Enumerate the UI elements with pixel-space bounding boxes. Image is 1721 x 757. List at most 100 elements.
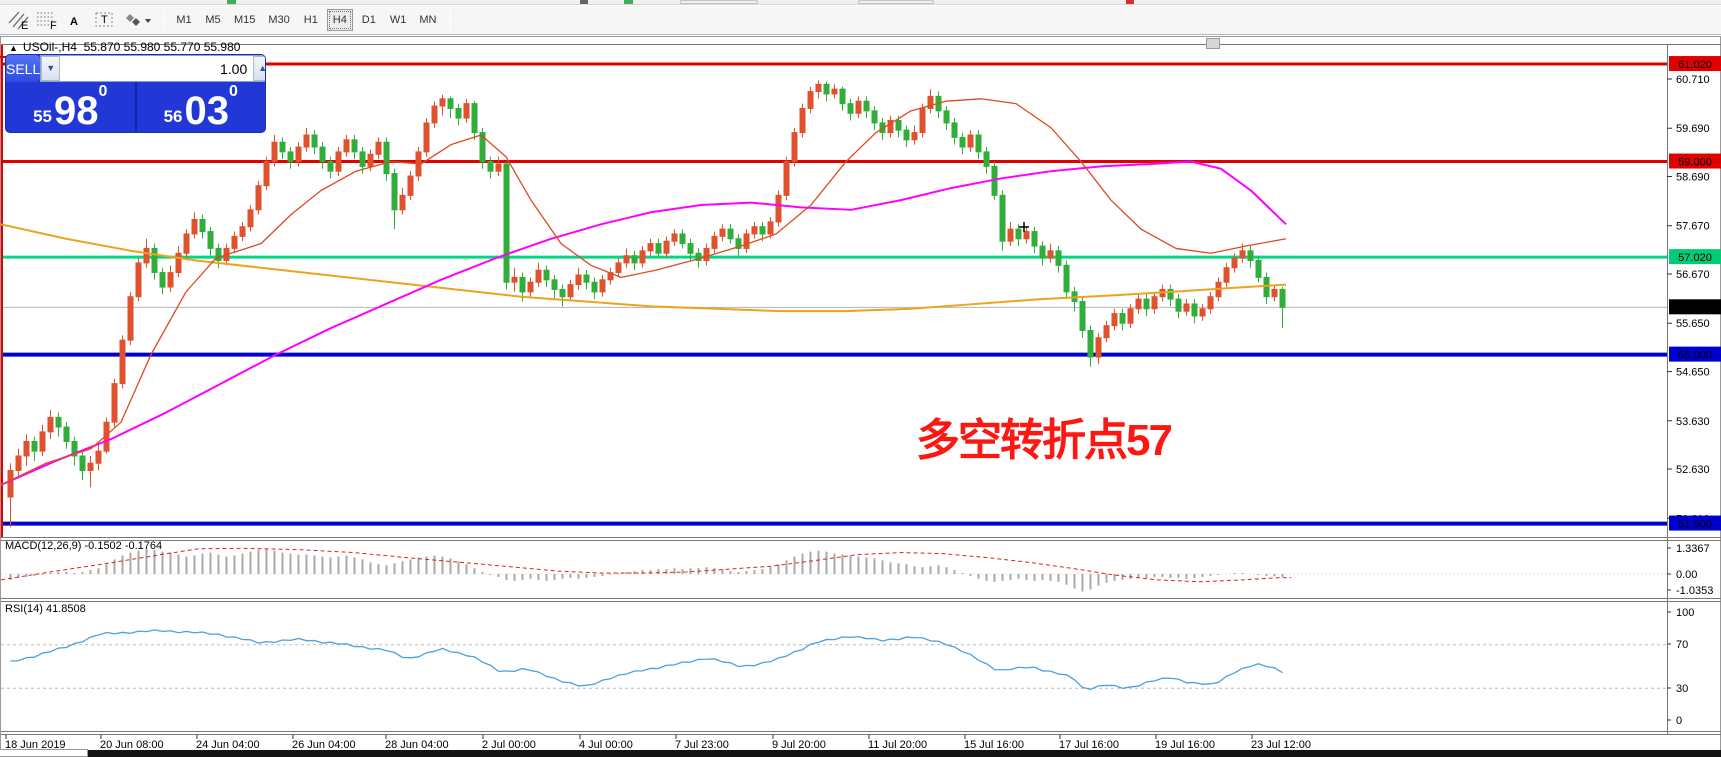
fibonacci-retracement-tool-button[interactable]: F xyxy=(33,8,60,32)
chart-symbol-ohlc-label: ▲ USOil-,H4 55.870 55.980 55.770 55.980 xyxy=(9,40,240,54)
symbol-period-label: USOil-,H4 xyxy=(22,40,77,54)
one-click-trading-panel: SELL ▼ ▲ BUY 55 98 0 56 03 0 xyxy=(6,55,265,132)
sell-price-pips: 98 xyxy=(54,89,99,132)
svg-text:57.020: 57.020 xyxy=(1678,252,1712,264)
rsi-pane[interactable] xyxy=(1,602,1667,732)
svg-text:T: T xyxy=(101,14,108,26)
svg-text:52.630: 52.630 xyxy=(1676,464,1710,476)
sell-price-display[interactable]: 55 98 0 xyxy=(6,82,137,132)
toolbar-remnant-box xyxy=(858,0,934,4)
toolbar-remnant-box xyxy=(680,0,758,4)
timeframe-d1-button[interactable]: D1 xyxy=(356,9,382,31)
taskbar-strip xyxy=(88,750,1721,757)
chart-annotation-text: 多空转折点57 xyxy=(916,416,1173,465)
svg-text:57.670: 57.670 xyxy=(1676,221,1710,233)
sell-price-point: 0 xyxy=(98,83,108,100)
volume-decrease-button[interactable]: ▼ xyxy=(41,56,61,81)
timeframe-h4-button[interactable]: H4 xyxy=(326,9,353,31)
svg-text:F: F xyxy=(50,20,57,30)
ohlc-values: 55.870 55.980 55.770 55.980 xyxy=(83,40,241,54)
pane-borders xyxy=(1,44,1721,735)
svg-text:60.710: 60.710 xyxy=(1676,74,1710,86)
buy-price-point: 0 xyxy=(229,83,238,100)
object-marker-icon: ▲ xyxy=(9,43,18,53)
svg-text:58.690: 58.690 xyxy=(1676,172,1710,184)
svg-text:17 Jul 16:00: 17 Jul 16:00 xyxy=(1059,739,1119,751)
svg-text:26 Jun 04:00: 26 Jun 04:00 xyxy=(292,739,356,751)
arrow-symbols-icon xyxy=(126,14,151,26)
svg-text:15 Jul 16:00: 15 Jul 16:00 xyxy=(964,739,1024,751)
ma-fast-line xyxy=(1,98,1287,486)
ma-magenta-line xyxy=(1,160,1287,486)
macd-signal-line xyxy=(1,547,1292,583)
svg-text:55.650: 55.650 xyxy=(1676,318,1710,330)
svg-text:24 Jun 04:00: 24 Jun 04:00 xyxy=(196,739,260,751)
timeframe-m30-button[interactable]: M30 xyxy=(263,9,294,31)
svg-text:51.500: 51.500 xyxy=(1678,519,1712,531)
svg-text:18 Jun 2019: 18 Jun 2019 xyxy=(5,739,66,751)
macd-pane[interactable] xyxy=(1,541,1667,598)
timeframe-mn-button[interactable]: MN xyxy=(414,9,441,31)
macd-histogram xyxy=(1,548,1667,592)
svg-text:9 Jul 20:00: 9 Jul 20:00 xyxy=(772,739,826,751)
timeframe-m15-button[interactable]: M15 xyxy=(229,9,260,31)
svg-text:1.3367: 1.3367 xyxy=(1676,543,1710,555)
svg-text:54.650: 54.650 xyxy=(1676,367,1710,379)
svg-text:19 Jul 16:00: 19 Jul 16:00 xyxy=(1155,739,1215,751)
svg-text:55.980: 55.980 xyxy=(1678,302,1712,314)
svg-text:28 Jun 04:00: 28 Jun 04:00 xyxy=(385,739,449,751)
text-box-tool-button[interactable]: T xyxy=(91,8,118,32)
cross-marker-object[interactable] xyxy=(1019,222,1029,232)
svg-text:A: A xyxy=(70,16,78,28)
svg-text:59.000: 59.000 xyxy=(1678,157,1712,169)
rsi-line xyxy=(10,629,1283,690)
svg-text:30: 30 xyxy=(1676,683,1688,695)
toolbar-remnant-icon xyxy=(227,0,236,4)
svg-text:70: 70 xyxy=(1676,639,1688,651)
indicator-axis-labels: 1.3367 0.00 -1.0353 100 70 30 0 xyxy=(1667,543,1713,727)
text-label-tool-button[interactable]: A xyxy=(62,8,89,32)
price-axis-badges: 61.020 59.000 57.020 55.980 55.000 51.500 xyxy=(1669,56,1721,531)
equidistant-channel-tool-button[interactable]: E xyxy=(4,8,31,32)
arrow-symbols-dropdown-button[interactable] xyxy=(120,8,156,32)
candlestick-series xyxy=(7,80,1286,528)
sell-button[interactable]: SELL xyxy=(6,55,41,82)
timeframe-m1-button[interactable]: M1 xyxy=(171,9,197,31)
volume-input[interactable] xyxy=(60,56,254,81)
svg-text:2 Jul 00:00: 2 Jul 00:00 xyxy=(482,739,536,751)
chart-window: 60.710 59.690 58.690 57.670 56.670 55.650 54.6… xyxy=(0,36,1721,751)
rsi-levels xyxy=(1,644,1667,689)
svg-text:56.670: 56.670 xyxy=(1676,269,1710,281)
svg-text:53.630: 53.630 xyxy=(1676,416,1710,428)
svg-text:0: 0 xyxy=(1676,715,1682,727)
timeframe-m5-button[interactable]: M5 xyxy=(200,9,226,31)
rsi-indicator-label: RSI(14) 41.8508 xyxy=(5,603,86,615)
equidistant-channel-icon: E xyxy=(8,11,28,30)
chart-toolbar: E F A T xyxy=(0,6,1721,35)
toolbar-remnant-icon xyxy=(580,0,588,4)
svg-text:E: E xyxy=(21,20,28,30)
volume-spinner: ▼ ▲ xyxy=(40,55,265,82)
svg-text:100: 100 xyxy=(1676,607,1694,619)
buy-price-integer: 56 xyxy=(163,107,183,126)
timeframe-h1-button[interactable]: H1 xyxy=(298,9,324,31)
svg-text:61.020: 61.020 xyxy=(1678,59,1712,71)
ma-orange-line xyxy=(1,223,1287,313)
toolbar-separator xyxy=(450,9,452,31)
text-label-icon: A xyxy=(70,16,78,28)
toolbar-separator xyxy=(164,9,165,31)
macd-indicator-label: MACD(12,26,9) -0.1502 -0.1764 xyxy=(5,540,163,552)
scrollbar-button[interactable] xyxy=(1206,38,1220,49)
buy-price-display[interactable]: 56 03 0 xyxy=(137,82,266,132)
sell-price-integer: 55 xyxy=(33,107,52,126)
chart-canvas: 60.710 59.690 58.690 57.670 56.670 55.650 54.6… xyxy=(1,44,1721,751)
clipped-toolbar-strip xyxy=(0,0,1721,5)
toolbar-remnant-icon xyxy=(1126,0,1134,4)
svg-text:11 Jul 20:00: 11 Jul 20:00 xyxy=(868,739,927,751)
volume-increase-button[interactable]: ▲ xyxy=(253,56,265,81)
horizontal-level-lines xyxy=(1,62,1667,526)
fibonacci-retracement-icon: F xyxy=(36,12,57,30)
timeframe-w1-button[interactable]: W1 xyxy=(385,9,412,31)
date-axis-labels: 18 Jun 2019 20 Jun 08:00 24 Jun 04:00 26 Ju… xyxy=(5,735,1311,751)
